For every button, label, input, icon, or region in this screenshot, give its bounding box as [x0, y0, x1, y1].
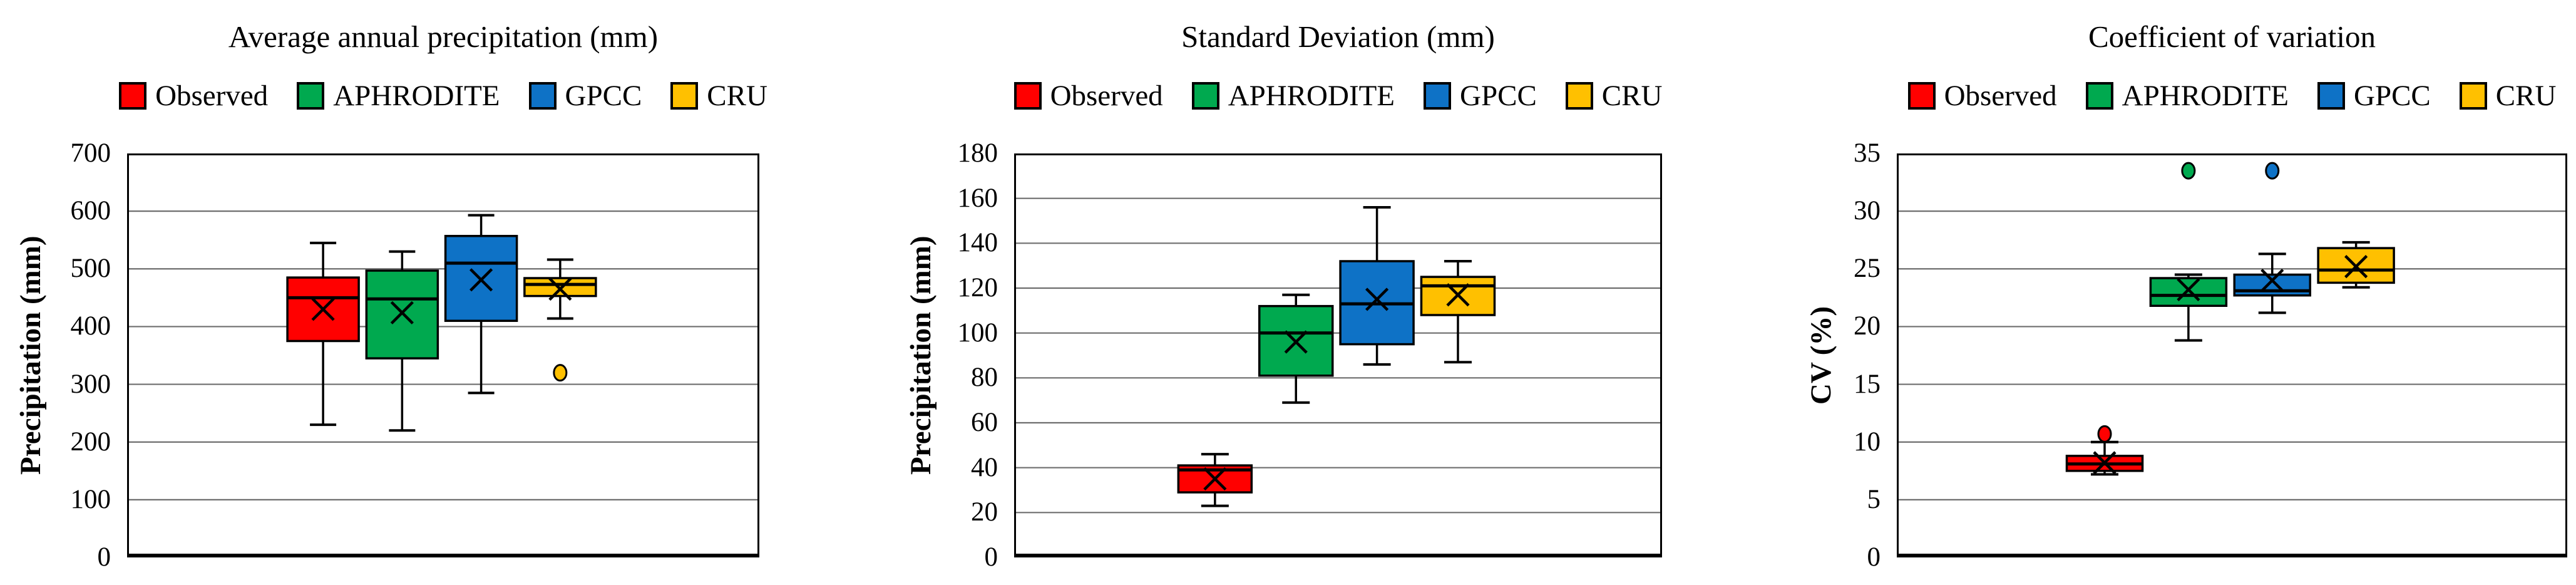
legend-item-gpcc: GPCC	[2317, 79, 2431, 113]
y-axis-tick-label: 140	[957, 228, 998, 258]
legend-item-observed: Observed	[119, 79, 268, 113]
legend-item-cru: CRU	[1565, 79, 1663, 113]
legend-label: GPCC	[1460, 80, 1537, 112]
box-gpcc	[1339, 206, 1415, 366]
outlier-point	[553, 364, 568, 382]
chart-title: Coefficient of variation	[2088, 19, 2376, 54]
legend-swatch-icon	[2085, 82, 2113, 110]
legend-item-aphrodite: APHRODITE	[297, 79, 500, 113]
legend-swatch-icon	[528, 82, 557, 110]
legend-item-gpcc: GPCC	[1424, 79, 1537, 113]
y-axis-tick-label: 15	[1854, 369, 1881, 399]
legend-item-aphrodite: APHRODITE	[2085, 79, 2289, 113]
y-axis-tick-label: 0	[1867, 542, 1881, 572]
chart-title: Standard Deviation (mm)	[1181, 19, 1495, 54]
box-aphrodite	[2149, 162, 2228, 342]
y-axis-tick-label: 20	[971, 497, 998, 527]
legend-swatch-icon	[1907, 82, 1936, 110]
legend-label: GPCC	[565, 80, 642, 112]
y-axis-tick-label: 0	[984, 542, 998, 572]
outlier-point	[2265, 162, 2280, 180]
legend-label: CRU	[2495, 80, 2557, 112]
y-axis-tick-label: 60	[971, 408, 998, 437]
legend-item-observed: Observed	[1907, 79, 2057, 113]
legend-label: APHRODITE	[2122, 80, 2289, 112]
box-cru	[523, 258, 597, 382]
legend-label: Observed	[1050, 80, 1163, 112]
y-axis-tick-label: 100	[957, 318, 998, 348]
legend-label: APHRODITE	[1228, 80, 1395, 112]
legend-label: APHRODITE	[333, 80, 500, 112]
box-gpcc	[2233, 162, 2312, 314]
y-axis-tick-label: 0	[97, 542, 111, 572]
legend-swatch-icon	[1191, 82, 1219, 110]
y-axis-tick-label: 200	[70, 427, 111, 457]
box-gpcc	[444, 214, 518, 395]
y-axis-tick-label: 100	[70, 484, 111, 514]
chart-title: Average annual precipitation (mm)	[228, 19, 659, 54]
y-axis-tick-label: 400	[70, 311, 111, 341]
chart-legend: Observed APHRODITE GPCC CRU	[119, 79, 767, 113]
legend-item-observed: Observed	[1013, 79, 1163, 113]
legend-swatch-icon	[2459, 82, 2487, 110]
legend-label: Observed	[1944, 80, 2057, 112]
panel-average-annual-precipitation: Average annual precipitation (mm) Observ…	[0, 0, 859, 585]
legend-label: GPCC	[2354, 80, 2431, 112]
box-observed	[1177, 453, 1253, 507]
y-axis-tick-label: 35	[1854, 138, 1881, 168]
legend-item-gpcc: GPCC	[528, 79, 642, 113]
legend-swatch-icon	[119, 82, 147, 110]
y-axis-tick-label: 600	[70, 196, 111, 226]
y-axis-tick-label: 40	[971, 452, 998, 482]
plot-area	[1014, 153, 1662, 557]
y-axis-tick-label: 180	[957, 138, 998, 168]
box-aphrodite	[1258, 293, 1334, 404]
y-axis-tick-label: 30	[1854, 196, 1881, 226]
box-observed	[286, 241, 360, 427]
panel-standard-deviation: Standard Deviation (mm) Observed APHRODIT…	[859, 0, 1718, 585]
legend-label: CRU	[1601, 80, 1663, 112]
chart-legend: Observed APHRODITE GPCC CRU	[1013, 79, 1663, 113]
y-axis-tick-label: 25	[1854, 254, 1881, 284]
legend-swatch-icon	[2317, 82, 2345, 110]
y-axis-tick-label: 300	[70, 369, 111, 399]
y-axis-tick-label: 700	[70, 138, 111, 168]
outlier-point	[2097, 425, 2112, 443]
plot-area	[1897, 153, 2567, 557]
legend-swatch-icon	[297, 82, 325, 110]
y-axis-tick-label: 160	[957, 183, 998, 213]
legend-swatch-icon	[1013, 82, 1042, 110]
panel-coefficient-of-variation: Coefficient of variation Observed APHRODI…	[1718, 0, 2576, 585]
chart-legend: Observed APHRODITE GPCC CRU	[1897, 79, 2567, 113]
y-axis-tick-label: 10	[1854, 427, 1881, 457]
y-axis-tick-label: 5	[1867, 484, 1881, 514]
legend-swatch-icon	[670, 82, 699, 110]
y-axis-tick-label: 20	[1854, 311, 1881, 341]
legend-item-cru: CRU	[2459, 79, 2557, 113]
legend-item-aphrodite: APHRODITE	[1191, 79, 1395, 113]
legend-swatch-icon	[1565, 82, 1593, 110]
y-axis-tick-label: 80	[971, 363, 998, 393]
plot-area	[127, 153, 759, 557]
legend-label: Observed	[155, 80, 269, 112]
box-aphrodite	[365, 250, 439, 432]
legend-label: CRU	[707, 80, 767, 112]
box-cru	[1420, 260, 1496, 364]
box-observed	[2065, 425, 2144, 476]
legend-item-cru: CRU	[670, 79, 767, 113]
outlier-point	[2181, 162, 2196, 180]
box-cru	[2317, 241, 2395, 289]
y-axis-tick-label: 120	[957, 273, 998, 303]
y-axis-tick-label: 500	[70, 254, 111, 284]
legend-swatch-icon	[1424, 82, 1452, 110]
